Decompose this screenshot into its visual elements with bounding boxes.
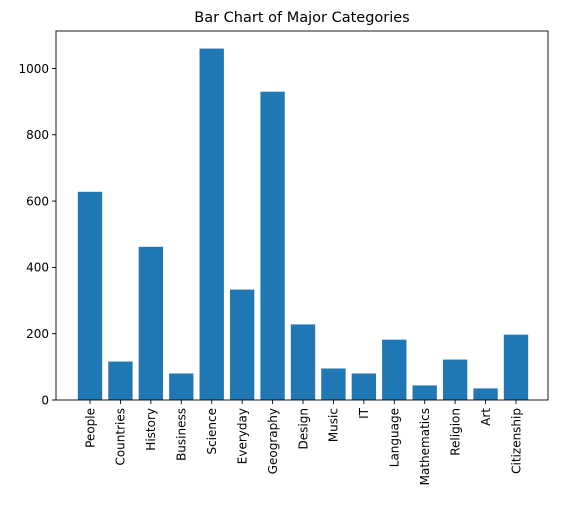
y-tick-label: 400 — [26, 261, 49, 275]
x-tick-label: People — [83, 408, 97, 448]
bar-business — [169, 373, 194, 400]
bar-language — [382, 339, 407, 400]
plot-frame — [55, 30, 549, 401]
x-tick-label: Music — [327, 408, 341, 442]
bar-art — [473, 388, 498, 400]
x-tick-label: Language — [388, 408, 402, 467]
y-tick-label: 0 — [41, 393, 49, 407]
bar-it — [351, 373, 377, 400]
x-tick-label: Mathematics — [418, 408, 432, 485]
x-tick-label: Business — [175, 408, 189, 461]
x-tick-label: Citizenship — [509, 408, 523, 474]
bar-design — [290, 324, 316, 400]
bars-group — [77, 48, 529, 401]
bar-mathematics — [412, 385, 437, 400]
bar-geography — [260, 91, 285, 401]
y-tick-label: 800 — [26, 128, 49, 142]
x-tick-label: Science — [205, 408, 219, 455]
x-tick-label: Countries — [114, 408, 128, 466]
bar-everyday — [229, 289, 255, 400]
x-tick-label: Everyday — [235, 408, 249, 464]
bar-science — [199, 48, 224, 400]
bar-people — [77, 191, 103, 400]
bar-music — [321, 368, 346, 400]
bar-history — [138, 246, 164, 400]
bar-countries — [108, 361, 133, 400]
y-axis: 0 200 400 600 800 1000 — [18, 62, 56, 407]
y-tick-label: 200 — [26, 327, 49, 341]
x-tick-label: Geography — [266, 408, 280, 474]
bar-religion — [442, 359, 468, 400]
x-tick-label: IT — [357, 407, 371, 419]
y-tick-label: 1000 — [18, 62, 49, 76]
x-tick-label: Design — [296, 408, 310, 449]
x-tick-label: Art — [479, 408, 493, 426]
x-tick-label: Religion — [448, 408, 462, 456]
x-axis: People Countries History Business Science Eve… — [83, 400, 523, 485]
x-tick-label: History — [144, 408, 158, 451]
bar-citizenship — [503, 334, 529, 400]
y-tick-label: 600 — [26, 194, 49, 208]
chart-title: Bar Chart of Major Categories — [194, 10, 409, 26]
